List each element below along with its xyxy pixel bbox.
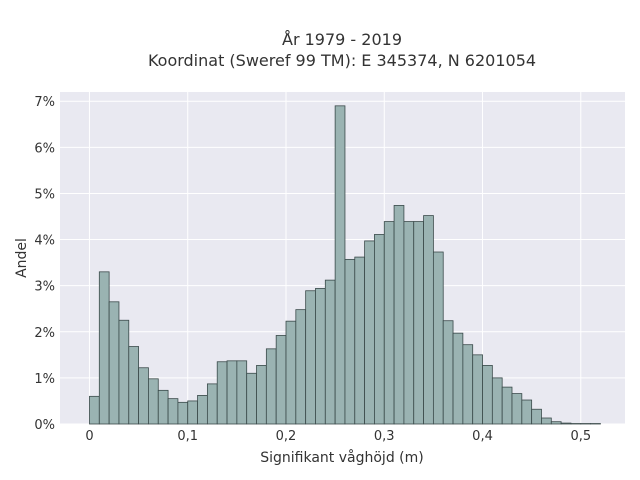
- histogram-bar: [462, 344, 474, 425]
- histogram-bar: [236, 360, 248, 425]
- histogram-bar: [206, 383, 218, 425]
- histogram-bar: [324, 279, 336, 425]
- x-tick-labels: 0 0,1 0,2 0,3 0,4 0,5: [85, 429, 591, 444]
- histogram-bar: [187, 400, 198, 425]
- y-tick-label: 4%: [34, 234, 55, 249]
- histogram-bar: [256, 365, 267, 425]
- histogram-bar: [128, 346, 140, 425]
- x-axis-label: Signifikant våghöjd (m): [260, 449, 423, 466]
- histogram-bar: [393, 205, 405, 425]
- histogram-bar: [374, 234, 385, 425]
- histogram-bar: [403, 221, 415, 425]
- histogram-bar: [177, 401, 189, 425]
- chart-title-line2: Koordinat (Sweref 99 TM): E 345374, N 62…: [148, 51, 536, 70]
- x-tick-label: 0: [85, 429, 93, 444]
- histogram-bar: [531, 408, 542, 425]
- x-tick-label: 0,2: [276, 429, 297, 444]
- histogram-bar: [442, 320, 454, 425]
- histogram-bar: [344, 258, 356, 425]
- histogram-bar: [511, 393, 523, 425]
- x-tick-label: 0,1: [177, 429, 198, 444]
- x-tick-label: 0,5: [570, 429, 591, 444]
- y-tick-label: 2%: [34, 326, 55, 341]
- histogram-bar: [472, 354, 483, 425]
- histogram-bar: [364, 240, 375, 425]
- histogram-bar: [334, 105, 346, 425]
- y-tick-label: 7%: [34, 95, 55, 110]
- histogram-bar: [354, 256, 366, 425]
- histogram-bar: [560, 422, 572, 425]
- histogram-bar: [89, 395, 100, 425]
- histogram-bar: [167, 398, 179, 425]
- histogram-bar: [246, 372, 257, 425]
- y-tick-label: 5%: [34, 187, 55, 202]
- histogram-bar: [138, 367, 149, 425]
- histogram-bar: [423, 215, 434, 425]
- chart-title-line1: År 1979 - 2019: [282, 30, 402, 49]
- histogram-bar: [550, 421, 562, 425]
- y-axis-label: Andel: [14, 238, 30, 278]
- histogram-bar: [501, 386, 513, 425]
- y-tick-label: 3%: [34, 280, 55, 295]
- histogram-bar: [383, 221, 395, 425]
- histogram-bar: [432, 251, 444, 425]
- histogram-bar: [216, 361, 228, 425]
- histogram-bar: [148, 378, 159, 425]
- x-tick-label: 0,3: [374, 429, 395, 444]
- histogram-bar: [197, 395, 208, 425]
- histogram-bar: [265, 348, 277, 425]
- y-tick-label: 0%: [34, 418, 55, 433]
- x-tick-label: 0,4: [472, 429, 493, 444]
- histogram-bars: [89, 105, 601, 425]
- histogram-bar: [98, 271, 110, 425]
- histogram-bar: [452, 332, 464, 425]
- histogram-bar: [226, 360, 238, 425]
- y-tick-label: 6%: [34, 141, 55, 156]
- histogram-bar: [157, 389, 169, 425]
- y-tick-labels: 0% 1% 2% 3% 4% 5% 6% 7%: [34, 95, 55, 433]
- y-tick-label: 1%: [34, 372, 55, 387]
- histogram-bar: [275, 335, 287, 425]
- histogram-bar: [482, 365, 493, 425]
- histogram-bar: [118, 319, 130, 425]
- histogram-bar: [285, 320, 297, 425]
- histogram-bar: [491, 377, 503, 425]
- histogram-bar: [413, 221, 424, 425]
- histogram-bar: [541, 417, 552, 425]
- histogram-bar: [305, 290, 316, 425]
- histogram-bar: [315, 288, 326, 425]
- histogram-bar: [108, 301, 120, 425]
- histogram-bar: [521, 399, 533, 425]
- histogram-bar: [295, 309, 307, 425]
